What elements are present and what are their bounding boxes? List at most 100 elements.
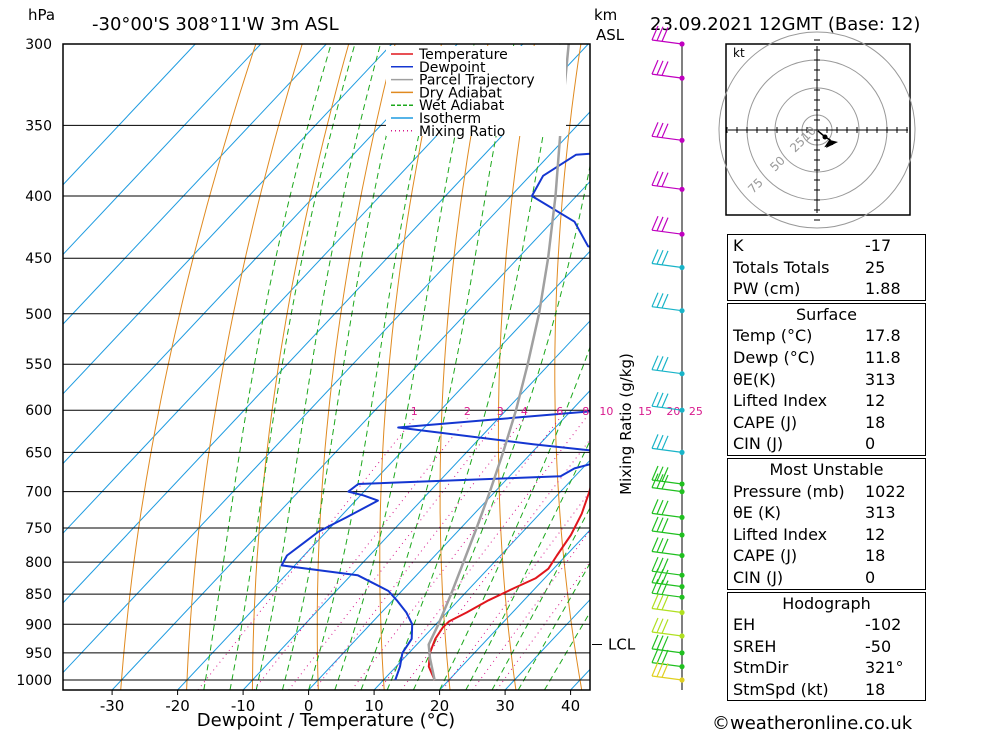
datetime-title: 23.09.2021 12GMT (Base: 12)	[650, 14, 920, 35]
wind-barb-feather	[656, 171, 664, 187]
wind-barb-feather	[661, 172, 669, 187]
wind-barb-feather	[656, 499, 664, 515]
table-row: SREH -50	[733, 636, 892, 656]
pressure-tick-label: 350	[25, 118, 52, 134]
wind-barb-feather	[661, 435, 669, 451]
wind-barb-feather	[656, 569, 664, 584]
lcl-label: LCL	[608, 636, 636, 654]
dry-adiabat-line	[120, 44, 257, 690]
wet-adiabat-line	[255, 44, 381, 690]
table-row: θE(K) 313	[733, 369, 896, 389]
legend-item-label: Wet Adiabat	[419, 98, 505, 114]
wind-barb-feather	[651, 568, 659, 583]
wind-barb-feather	[656, 537, 664, 553]
pressure-tick-label: 700	[25, 485, 52, 501]
copyright-label: ©weatheronline.co.uk	[712, 713, 913, 733]
wind-barb-feather	[661, 217, 669, 232]
wind-barb-shaft	[651, 631, 683, 637]
wind-barb-feather	[651, 59, 659, 75]
isotherm-line	[439, 529, 590, 690]
plot-frame	[62, 43, 591, 691]
wind-barb-feather	[656, 293, 664, 308]
table-row: Lifted Index 12	[733, 391, 886, 411]
stability-tables: K -17 Totals Totals 25 PW (cm) 1.88 Surface…	[727, 234, 926, 703]
mixing-ratio-line	[351, 417, 561, 690]
pressure-tick-label: 400	[25, 189, 52, 205]
isotherm-line	[63, 44, 458, 465]
pressure-tick-label: 550	[25, 357, 52, 373]
wind-barb-feather	[661, 580, 669, 595]
series-temperature	[427, 485, 590, 681]
wind-barb-feather	[661, 356, 669, 372]
legend-item-label: Isotherm	[419, 111, 481, 127]
wind-barb-feather	[651, 537, 659, 552]
pressure-tick-label: 600	[25, 403, 52, 419]
pressure-tick-label: 500	[25, 307, 52, 323]
wind-barb-shaft	[651, 607, 683, 614]
table-row: Dewp (°C) 11.8	[733, 347, 901, 367]
wind-barb-feather	[656, 356, 664, 371]
wind-barb-feather	[656, 216, 664, 232]
wind-barb	[651, 59, 683, 79]
mixing-ratio-line	[197, 417, 415, 690]
wind-barb-shaft	[651, 530, 683, 536]
wind-barb-feather	[656, 466, 664, 481]
dry-adiabat-line	[439, 44, 489, 690]
hpa-label: hPa	[28, 6, 55, 24]
wet-adiabat-line	[334, 44, 475, 690]
hodograph-storm-motion	[822, 134, 828, 140]
wind-barb-feather	[661, 569, 669, 585]
wet-adiabat-line	[203, 44, 332, 690]
wind-barb-shaft	[651, 550, 683, 557]
wind-barb	[651, 499, 683, 518]
wind-barb-feather	[661, 27, 669, 42]
wind-level-dot	[679, 572, 685, 578]
wind-barb-feather	[661, 500, 669, 516]
wind-barb-feather	[651, 648, 659, 663]
mixing-ratio-label: 8	[582, 405, 589, 418]
isotherm-line	[63, 44, 589, 604]
wind-level-dot	[679, 594, 685, 600]
x-tick-label: 10	[365, 697, 384, 715]
wind-barb	[651, 578, 683, 598]
x-tick-label: 0	[304, 697, 314, 715]
table-row: StmSpd (kt) 18	[733, 679, 886, 699]
wind-barb-feather	[656, 122, 664, 138]
wind-barb	[651, 25, 683, 45]
wind-barb-feather	[661, 293, 669, 309]
x-tick-label: -20	[165, 697, 190, 715]
isotherm-line	[63, 111, 590, 674]
isotherm-line	[373, 459, 590, 690]
wind-barb-feather	[651, 171, 659, 186]
wind-barb	[651, 434, 683, 453]
isotherm-line	[63, 44, 524, 534]
wind-barb	[651, 516, 683, 536]
pressure-tick-label: 950	[25, 646, 52, 662]
dry-adiabat-line	[662, 44, 713, 690]
dry-adiabat-line	[251, 44, 350, 690]
mixing-ratio-label: 6	[556, 405, 563, 418]
wind-barb-feather	[656, 618, 664, 633]
mixing-ratio-label: 3	[497, 405, 504, 418]
wet-adiabat-line	[439, 345, 590, 690]
wind-barb-feather	[661, 61, 669, 76]
wind-barb	[651, 355, 683, 375]
wind-barb-feather	[661, 619, 669, 634]
wind-barb-feather	[656, 649, 664, 664]
hodograph-ring	[718, 31, 916, 229]
most-unstable-title: Most Unstable	[769, 459, 884, 479]
mixing-ratio-label: 1	[411, 405, 418, 418]
wind-barb-feather	[656, 392, 664, 408]
indices-box: K -17 Totals Totals 25 PW (cm) 1.88	[727, 234, 926, 301]
table-row: CAPE (J) 18	[733, 546, 886, 566]
most-unstable-box: Most Unstable Pressure (mb) 1022 θE (K) 31…	[727, 457, 926, 590]
wind-barb	[651, 465, 683, 485]
isotherm-line	[63, 44, 262, 256]
mixing-ratio-line	[288, 417, 501, 690]
wind-barb	[651, 473, 683, 493]
wind-barb-feather	[661, 393, 669, 408]
wind-barb-feather	[651, 634, 659, 650]
wind-barb	[651, 568, 683, 588]
pressure-tick-label: 750	[25, 521, 52, 537]
